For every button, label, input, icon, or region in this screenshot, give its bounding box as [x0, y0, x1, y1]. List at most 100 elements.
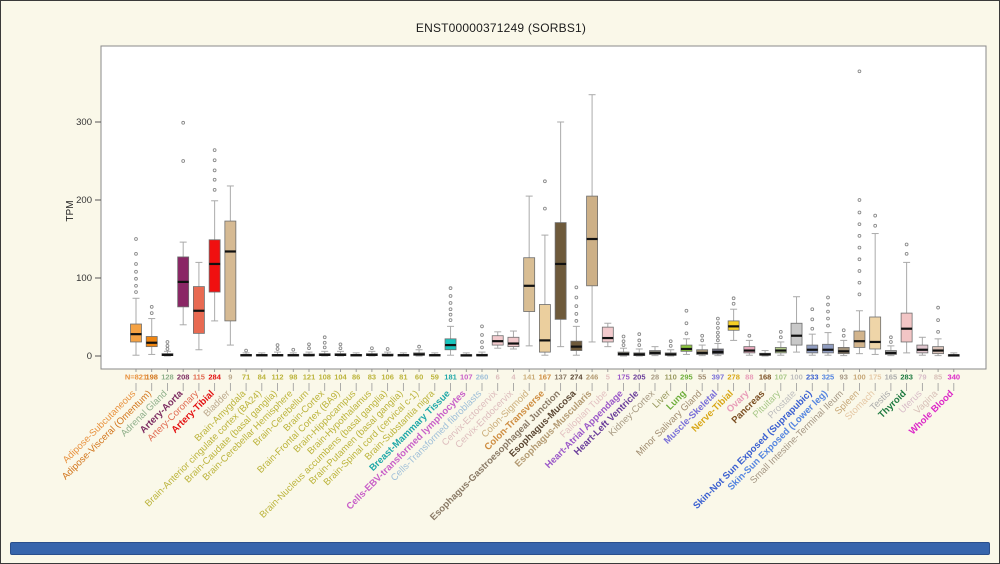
- sample-count: 397: [712, 373, 725, 382]
- outlier-point: [716, 316, 720, 321]
- outlier-point: [448, 312, 453, 317]
- sample-count: 28: [651, 373, 659, 382]
- sample-count: 115: [193, 373, 205, 382]
- sample-count: 55: [698, 373, 706, 382]
- outlier-point: [417, 344, 421, 349]
- outlier-point: [448, 286, 453, 290]
- outlier-point: [448, 318, 453, 322]
- sample-count: 110: [665, 373, 677, 382]
- sample-count: 88: [745, 373, 753, 382]
- outlier-point: [149, 311, 154, 315]
- outlier-point: [574, 319, 579, 323]
- outlier-point: [275, 347, 280, 351]
- outlier-point: [778, 335, 783, 340]
- sample-count: 233: [806, 373, 819, 382]
- outlier-point: [134, 251, 138, 256]
- sample-count: 246: [586, 373, 599, 382]
- outlier-point: [149, 305, 154, 309]
- chart-title: ENST00000371249 (SORBS1): [415, 21, 587, 35]
- outlier-point: [338, 346, 343, 351]
- outlier-point: [134, 290, 138, 294]
- iqr-box: [208, 239, 221, 293]
- outlier-point: [134, 283, 138, 288]
- outlier-point: [936, 305, 940, 310]
- iqr-box: [130, 323, 142, 343]
- sample-count: 295: [680, 373, 693, 382]
- sample-count: 100: [853, 373, 866, 382]
- iqr-box: [224, 220, 237, 322]
- sample-count: 9: [228, 373, 232, 382]
- outlier-point: [826, 302, 830, 307]
- sample-count: 4: [511, 373, 516, 382]
- iqr-box: [900, 312, 913, 343]
- outlier-point: [857, 234, 862, 238]
- sample-count: 107: [775, 373, 788, 382]
- outlier-point: [873, 223, 878, 228]
- sample-count: 165: [885, 373, 898, 382]
- outlier-point: [338, 342, 343, 347]
- iqr-box: [507, 336, 520, 348]
- outlier-point: [826, 323, 830, 328]
- outlier-point: [448, 294, 453, 298]
- sample-count: 98: [289, 373, 297, 382]
- outlier-point: [778, 329, 783, 334]
- sample-count: 83: [368, 373, 376, 382]
- outlier-point: [889, 335, 893, 340]
- iqr-box: [869, 316, 882, 350]
- sample-count: 59: [431, 373, 439, 382]
- sample-count: 112: [271, 373, 283, 382]
- outlier-point: [936, 318, 940, 322]
- outlier-point: [574, 295, 579, 300]
- tissue-label: Adipose-Visceral (Omentum): [60, 388, 154, 482]
- outlier-point: [134, 269, 138, 274]
- sample-count: 284: [208, 373, 221, 382]
- outlier-point: [857, 245, 862, 250]
- sample-count: 85: [934, 373, 942, 382]
- outlier-point: [857, 210, 862, 215]
- sample-count: 5: [606, 373, 610, 382]
- sample-count: 205: [633, 373, 646, 382]
- outlier-point: [291, 347, 296, 352]
- sample-count: 283: [900, 373, 913, 382]
- bottom-scrollbar[interactable]: [10, 542, 990, 555]
- outlier-point: [700, 333, 705, 338]
- outlier-point: [716, 330, 720, 335]
- outlier-point: [716, 321, 720, 326]
- sample-count: 106: [381, 373, 394, 382]
- outlier-point: [181, 159, 186, 163]
- iqr-box: [554, 222, 567, 320]
- outlier-point: [637, 343, 642, 347]
- outlier-point: [480, 345, 484, 350]
- outlier-point: [448, 307, 453, 312]
- sample-count: 274: [570, 373, 583, 382]
- outlier-point: [212, 188, 217, 192]
- outlier-point: [731, 301, 736, 306]
- sample-count: 81: [399, 373, 407, 382]
- outlier-point: [826, 316, 830, 321]
- sample-count: 141: [523, 373, 536, 382]
- sample-count: 167: [539, 373, 552, 382]
- outlier-point: [904, 251, 909, 256]
- iqr-box: [853, 330, 866, 348]
- iqr-box: [790, 322, 803, 346]
- sample-count: 71: [242, 373, 250, 382]
- sample-count: 340: [948, 373, 961, 382]
- outlier-point: [134, 237, 138, 241]
- outlier-point: [212, 158, 217, 163]
- sample-count: 6: [496, 373, 500, 382]
- outlier-point: [810, 307, 815, 312]
- outlier-point: [810, 317, 815, 322]
- sample-count: 137: [554, 373, 567, 382]
- sample-count: 260: [476, 373, 489, 382]
- outlier-point: [370, 346, 374, 351]
- outlier-point: [322, 335, 327, 340]
- sample-count: 278: [727, 373, 740, 382]
- outlier-point: [747, 333, 752, 338]
- iqr-box: [586, 195, 598, 287]
- outlier-point: [841, 333, 846, 338]
- outlier-point: [841, 328, 846, 333]
- sample-count: 128: [161, 373, 174, 382]
- outlier-point: [857, 269, 862, 273]
- sample-count: 168: [759, 373, 772, 382]
